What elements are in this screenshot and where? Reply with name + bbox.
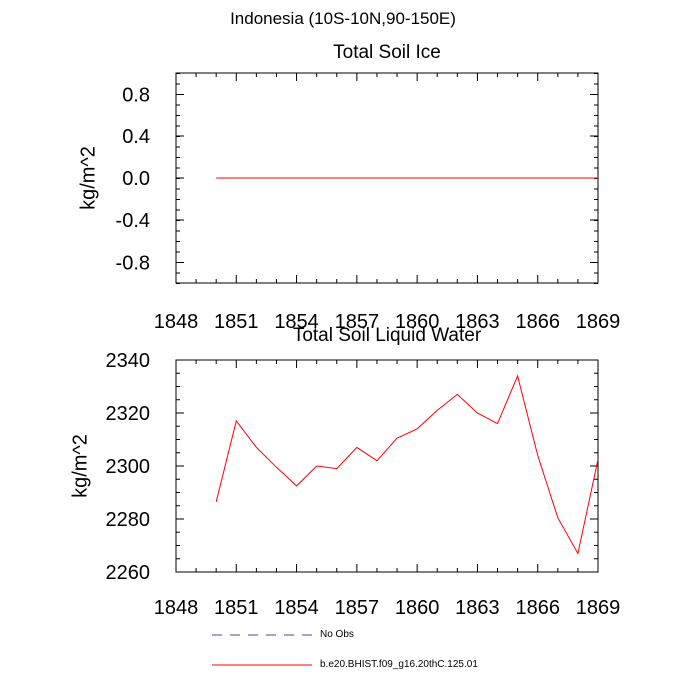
main-title: Indonesia (10S-10N,90-150E) — [230, 9, 456, 28]
legend — [212, 634, 312, 666]
series-line — [215, 374, 599, 555]
x-tick-label: 1863 — [455, 311, 500, 333]
y-tick-label: 2320 — [106, 403, 151, 425]
y-tick-label: -0.4 — [116, 210, 150, 232]
x-tick-label: 1857 — [335, 597, 380, 619]
x-tick-label: 1863 — [455, 597, 500, 619]
x-tick-label: 1848 — [154, 597, 199, 619]
top-y-axis-label: kg/m^2 — [77, 146, 100, 210]
x-tick-label: 1866 — [515, 597, 560, 619]
y-tick-label: 2340 — [106, 350, 151, 372]
bottom-y-axis-label: kg/m^2 — [69, 434, 92, 498]
top-panel: 1848 1851 1854 1857 1860 1863 1866 1869 0.8 0.4 0.… — [116, 72, 621, 333]
y-tick-label: 0.0 — [122, 168, 150, 190]
x-tick-label: 1860 — [395, 597, 440, 619]
x-tick-label: 1851 — [214, 597, 259, 619]
plot-frame — [175, 359, 599, 573]
x-tick-label: 1869 — [576, 311, 621, 333]
bottom-chart-title: Total Soil Liquid Water — [292, 325, 482, 346]
y-tick-label: 0.8 — [122, 85, 150, 107]
x-tick-label: 1860 — [395, 311, 440, 333]
y-tick-label: 2280 — [106, 509, 151, 531]
x-tick-label: 1854 — [274, 311, 319, 333]
y-tick-label: 2260 — [106, 562, 151, 584]
x-tick-label: 1854 — [274, 597, 319, 619]
x-tick-label: 1869 — [576, 597, 621, 619]
x-tick-label: 1857 — [335, 311, 380, 333]
y-tick-label: 2300 — [106, 456, 151, 478]
legend-label-no-obs: No Obs — [320, 629, 354, 640]
bottom-panel: 1848 1851 1854 1857 1860 1863 1866 1869 2340 2320… — [106, 350, 621, 619]
x-tick-label: 1866 — [515, 311, 560, 333]
top-chart-title: Total Soil Ice — [333, 42, 441, 63]
legend-label-model: b.e20.BHIST.f09_g16.20thC.125.01 — [320, 659, 478, 670]
y-tick-label: 0.4 — [122, 126, 150, 148]
x-tick-label: 1848 — [154, 311, 199, 333]
y-tick-label: -0.8 — [116, 253, 150, 275]
x-tick-label: 1851 — [214, 311, 259, 333]
